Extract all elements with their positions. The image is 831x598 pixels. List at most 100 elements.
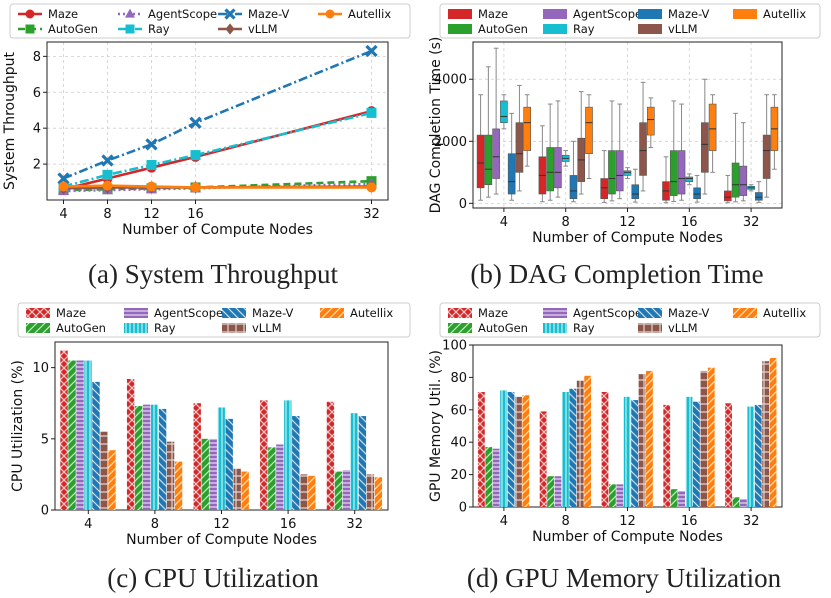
box-ray	[623, 167, 632, 180]
legend-label-agentscope: AgentScope	[573, 7, 642, 21]
series-maze-v	[92, 381, 367, 510]
x-tick-label: 32	[743, 514, 760, 529]
legend-label-autogen: AutoGen	[478, 22, 528, 36]
bar-autellix	[108, 450, 116, 510]
series-autogen	[484, 66, 740, 203]
bar-autellix	[707, 367, 715, 507]
panel-caption: (d) GPU Memory Utilization	[467, 563, 782, 593]
bar-agentscope	[739, 498, 747, 507]
legend-label-autellix: Autellix	[763, 306, 806, 320]
box-body	[569, 175, 578, 199]
bar-agentscope	[616, 484, 624, 507]
legend-swatch-autogen	[448, 24, 472, 34]
series-autellix	[108, 450, 383, 510]
x-tick-label: 32	[743, 215, 760, 230]
box-autogen	[546, 103, 554, 201]
data-point-autellix	[102, 180, 113, 191]
legend-swatch-vllm	[222, 323, 246, 333]
legend-label-maze-v: Maze-V	[668, 306, 710, 320]
legend-label-ray: Ray	[154, 321, 176, 335]
bar-ray	[284, 400, 292, 510]
legend-label-agentscope: AgentScope	[573, 306, 642, 320]
legend-swatch-maze-v	[222, 308, 246, 318]
x-tick-label: 16	[681, 215, 698, 230]
data-point-maze-v	[101, 154, 114, 167]
box-ray	[500, 94, 508, 130]
bar-agentscope	[142, 404, 151, 510]
plot-frame	[46, 41, 389, 201]
box-body	[723, 190, 732, 202]
legend-label-maze: Maze	[56, 306, 86, 320]
legend-label-maze: Maze	[478, 7, 508, 21]
bar-autellix	[308, 475, 316, 510]
bar-autogen	[608, 484, 616, 507]
bar-vllm	[166, 441, 175, 510]
bar-maze	[601, 391, 609, 507]
bar-autellix	[769, 357, 777, 507]
bar-maze	[126, 379, 135, 510]
y-tick-label: 20	[450, 468, 467, 483]
legend-label-maze-v: Maze-V	[248, 7, 290, 21]
box-ray	[561, 150, 570, 167]
box-autogen	[669, 100, 678, 202]
bar-ray	[685, 396, 693, 507]
data-point-maze-v	[365, 44, 378, 58]
x-tick-label: 4	[500, 514, 508, 529]
legend-box	[9, 3, 411, 39]
bar-autogen	[334, 471, 343, 510]
box-maze-v	[631, 168, 640, 203]
box-body	[639, 122, 647, 176]
bar-autogen	[732, 497, 740, 507]
box-autogen	[731, 112, 740, 203]
legend-box	[439, 302, 821, 338]
box-body	[647, 106, 655, 136]
bar-maze	[193, 403, 201, 510]
legend-label-ray: Ray	[573, 321, 595, 335]
series-ray	[84, 360, 359, 510]
box-vllm	[577, 91, 586, 195]
legend-label-autogen: AutoGen	[56, 321, 106, 335]
y-tick-label: 0	[459, 501, 467, 516]
bar-ray	[623, 396, 631, 507]
bar-ray	[747, 406, 755, 507]
y-tick-label: 5	[41, 432, 49, 447]
y-tick-label: 4000	[434, 73, 467, 88]
series-maze-v	[57, 44, 378, 185]
legend-swatch-agentscope	[543, 9, 567, 19]
series-vllm	[515, 361, 770, 507]
box-maze	[723, 174, 732, 204]
x-tick-label: 8	[151, 517, 159, 532]
bar-maze	[326, 401, 335, 510]
box-autellix	[708, 94, 717, 173]
y-tick-label: 80	[450, 371, 467, 386]
series-maze	[477, 391, 732, 507]
series-autellix	[58, 180, 377, 193]
bar-autellix	[646, 370, 653, 507]
y-tick-label: 0	[459, 197, 467, 212]
data-point-maze-v	[57, 172, 70, 185]
legend-swatch-maze	[448, 308, 472, 318]
axes: 0 20 40 60 80 100 4 8 12 16 32 Number of Compute No…	[428, 339, 783, 545]
box-body	[669, 150, 678, 196]
bar-maze	[663, 404, 671, 507]
box-ray	[747, 184, 755, 192]
y-tick-label: 6	[33, 86, 41, 101]
panel-caption: (b) DAG Completion Time	[470, 259, 763, 289]
bar-ray	[84, 360, 92, 510]
panel-caption: (c) CPU Utilization	[107, 563, 319, 593]
bar-maze-v	[92, 381, 100, 510]
bar-agentscope	[342, 470, 351, 510]
bar-agentscope	[209, 438, 217, 510]
bar-autellix	[522, 395, 530, 507]
bar-vllm	[515, 396, 522, 507]
legend-marker-vllm	[225, 23, 235, 35]
x-tick-label: 8	[103, 207, 111, 222]
y-tick-label: 4	[33, 122, 41, 137]
data-point-autellix	[190, 182, 201, 193]
box-body	[677, 150, 686, 195]
legend-swatch-maze-v	[638, 308, 662, 318]
legend-label-agentscope: AgentScope	[154, 306, 223, 320]
